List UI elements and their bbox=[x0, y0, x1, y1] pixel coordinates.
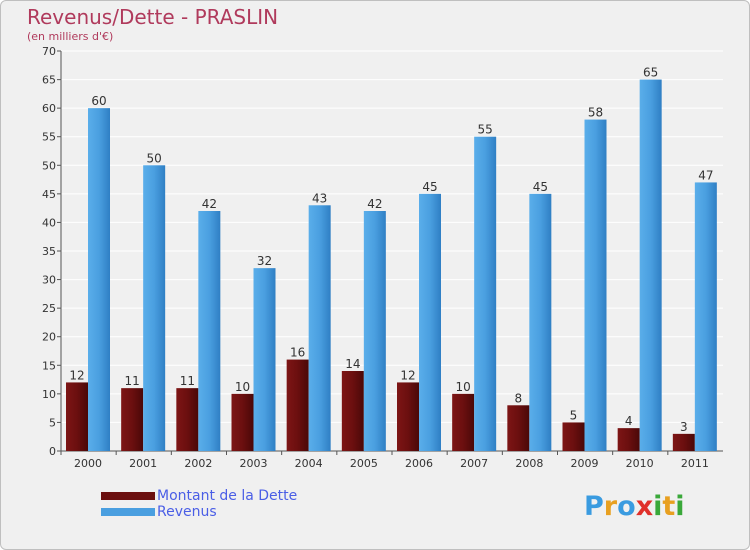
data-label-debt-2006: 12 bbox=[400, 368, 415, 382]
bar-revenus-2004 bbox=[308, 205, 331, 451]
logo-letter: i bbox=[675, 491, 685, 522]
y-tick-label-35: 35 bbox=[42, 245, 56, 258]
bar-revenus-2005 bbox=[363, 211, 386, 451]
y-tick-label-10: 10 bbox=[42, 388, 56, 401]
data-label-revenus-2008: 45 bbox=[533, 180, 548, 194]
bar-debt-2008 bbox=[507, 405, 530, 451]
legend-label-revenus: Revenus bbox=[157, 504, 217, 520]
bar-revenus-2011 bbox=[694, 182, 717, 451]
bar-debt-2006 bbox=[397, 382, 419, 451]
data-label-revenus-2010: 65 bbox=[643, 66, 658, 80]
y-tick-label-55: 55 bbox=[42, 131, 56, 144]
x-tick-label-2009: 2009 bbox=[571, 457, 599, 470]
bar-debt-2000 bbox=[66, 382, 88, 451]
chart-title: Revenus/Dette - PRASLIN bbox=[27, 5, 279, 29]
data-label-debt-2007: 10 bbox=[456, 380, 471, 394]
logo-letter: i bbox=[653, 491, 663, 522]
bar-debt-2001 bbox=[121, 388, 144, 451]
x-tick-label-2010: 2010 bbox=[626, 457, 654, 470]
x-tick-label-2008: 2008 bbox=[515, 457, 543, 470]
x-tick-label-2002: 2002 bbox=[184, 457, 212, 470]
x-tick-label-2011: 2011 bbox=[681, 457, 709, 470]
logo-letter: o bbox=[617, 491, 636, 522]
data-label-revenus-2002: 42 bbox=[202, 197, 217, 211]
y-tick-label-15: 15 bbox=[42, 359, 56, 372]
bar-debt-2002 bbox=[176, 388, 199, 451]
bar-revenus-2001 bbox=[143, 165, 166, 452]
legend-swatch-revenus bbox=[101, 508, 155, 516]
legend-swatch-debt bbox=[101, 492, 155, 500]
bar-revenus-2000 bbox=[88, 108, 110, 452]
bar-revenus-2006 bbox=[419, 193, 441, 451]
proxiti-logo: Proxiti bbox=[584, 491, 685, 522]
data-label-revenus-2006: 45 bbox=[422, 180, 437, 194]
data-label-debt-2005: 14 bbox=[345, 357, 360, 371]
x-tick-label-2003: 2003 bbox=[240, 457, 268, 470]
bar-debt-2007 bbox=[452, 393, 475, 451]
x-tick-label-2006: 2006 bbox=[405, 457, 433, 470]
legend-label-debt: Montant de la Dette bbox=[157, 488, 298, 504]
bar-debt-2009 bbox=[562, 422, 585, 451]
bar-revenus-2010 bbox=[639, 79, 662, 452]
bar-debt-2005 bbox=[341, 371, 364, 451]
logo-letter: x bbox=[635, 491, 654, 522]
data-label-debt-2011: 3 bbox=[680, 420, 688, 434]
x-tick-label-2005: 2005 bbox=[350, 457, 378, 470]
y-tick-label-25: 25 bbox=[42, 302, 56, 315]
bar-revenus-2008 bbox=[529, 193, 552, 451]
logo-letter: P bbox=[584, 491, 604, 522]
data-label-revenus-2003: 32 bbox=[257, 254, 272, 268]
data-label-revenus-2007: 55 bbox=[478, 123, 493, 137]
x-tick-label-2000: 2000 bbox=[74, 457, 102, 470]
legend-item-debt: Montant de la Dette bbox=[101, 488, 297, 504]
bar-revenus-2007 bbox=[474, 136, 497, 451]
bar-debt-2004 bbox=[286, 359, 309, 451]
y-tick-label-5: 5 bbox=[49, 416, 56, 429]
y-tick-label-20: 20 bbox=[42, 331, 56, 344]
data-label-revenus-2009: 58 bbox=[588, 106, 603, 120]
data-label-debt-2008: 8 bbox=[515, 391, 523, 405]
y-tick-label-0: 0 bbox=[49, 445, 56, 458]
data-label-debt-2003: 10 bbox=[235, 380, 250, 394]
y-tick-label-30: 30 bbox=[42, 274, 56, 287]
x-tick-label-2001: 2001 bbox=[129, 457, 157, 470]
y-tick-label-50: 50 bbox=[42, 159, 56, 172]
data-label-debt-2001: 11 bbox=[125, 374, 140, 388]
bar-revenus-2009 bbox=[584, 119, 607, 452]
data-label-debt-2000: 12 bbox=[69, 368, 84, 382]
y-tick-label-70: 70 bbox=[42, 45, 56, 58]
y-tick-label-60: 60 bbox=[42, 102, 56, 115]
y-tick-label-45: 45 bbox=[42, 188, 56, 201]
bar-revenus-2003 bbox=[253, 268, 276, 451]
bar-debt-2010 bbox=[617, 428, 640, 451]
legend-item-revenus: Revenus bbox=[101, 504, 297, 520]
data-label-revenus-2011: 47 bbox=[698, 168, 713, 182]
data-label-debt-2009: 5 bbox=[570, 408, 578, 422]
legend: Montant de la Dette Revenus bbox=[101, 488, 297, 520]
data-label-revenus-2001: 50 bbox=[147, 151, 162, 165]
chart-subtitle: (en milliers d'€) bbox=[27, 30, 114, 43]
data-label-debt-2004: 16 bbox=[290, 346, 305, 360]
y-tick-label-40: 40 bbox=[42, 216, 56, 229]
logo-letter: t bbox=[662, 491, 676, 522]
bar-debt-2011 bbox=[672, 433, 695, 451]
data-label-debt-2002: 11 bbox=[180, 374, 195, 388]
data-label-revenus-2005: 42 bbox=[367, 197, 382, 211]
y-tick-label-65: 65 bbox=[42, 74, 56, 87]
x-tick-label-2004: 2004 bbox=[295, 457, 323, 470]
data-label-revenus-2000: 60 bbox=[91, 94, 106, 108]
bar-debt-2003 bbox=[231, 393, 254, 451]
data-label-revenus-2004: 43 bbox=[312, 191, 327, 205]
x-tick-label-2007: 2007 bbox=[460, 457, 488, 470]
bar-revenus-2002 bbox=[198, 211, 221, 451]
logo-letter: r bbox=[603, 491, 618, 522]
data-label-debt-2010: 4 bbox=[625, 414, 633, 428]
